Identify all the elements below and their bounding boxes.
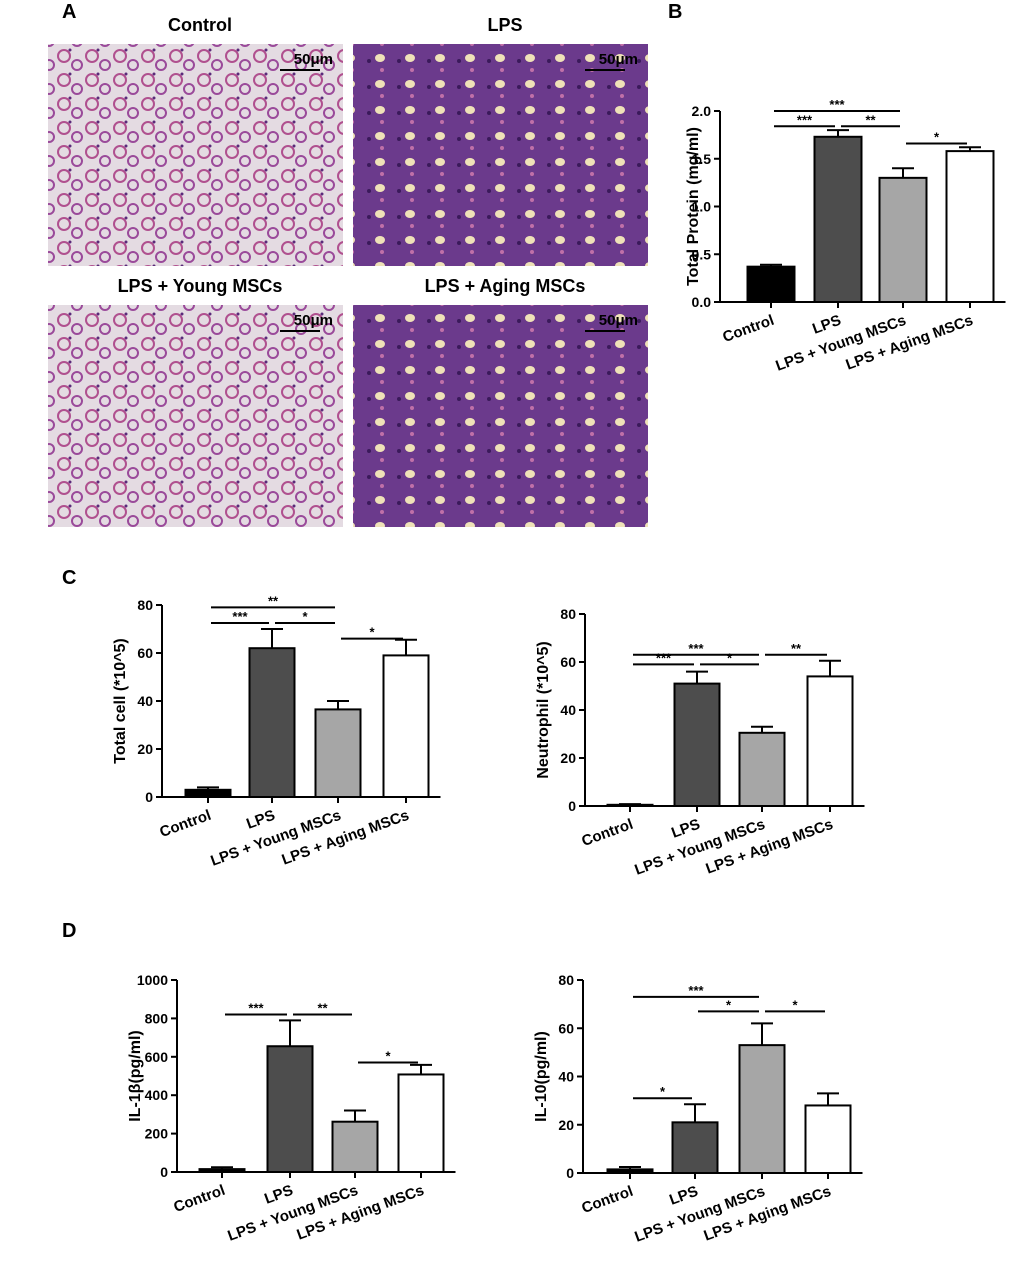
- significance-label: *: [660, 1084, 666, 1099]
- y-tick-label: 0: [160, 1164, 168, 1180]
- y-tick-label: 0: [145, 789, 153, 805]
- y-tick-label: 1.0: [692, 199, 712, 215]
- bar: [671, 1121, 719, 1175]
- x-tick-label: Control: [157, 807, 213, 841]
- y-tick-label: 20: [558, 1117, 574, 1133]
- histology-image: [353, 44, 648, 266]
- y-axis-label: Neutrophil (*10^5): [535, 641, 552, 778]
- x-tick-label: Control: [171, 1182, 227, 1216]
- significance-label: ***: [688, 983, 704, 998]
- panel-label: B: [668, 1, 682, 23]
- x-tick-label: Control: [720, 312, 776, 346]
- y-tick-label: 2.0: [692, 103, 712, 119]
- significance-label: *: [726, 997, 732, 1012]
- bar: [606, 1168, 654, 1174]
- histology-image: [48, 305, 343, 527]
- bar: [198, 1168, 246, 1173]
- y-axis-label: Total Protein (mg/ml): [685, 127, 702, 286]
- histology-image: [353, 305, 648, 527]
- significance-label: ***: [232, 609, 248, 624]
- bar: [606, 803, 654, 807]
- bar: [266, 1045, 314, 1173]
- significance-label: *: [934, 129, 940, 144]
- bar: [248, 647, 296, 799]
- y-axis-label: Total cell (*10^5): [112, 638, 129, 764]
- significance-label: *: [385, 1049, 391, 1064]
- y-tick-label: 80: [560, 606, 576, 622]
- bar: [673, 682, 721, 807]
- significance-label: **: [865, 112, 876, 127]
- x-tick-label: Control: [579, 816, 635, 850]
- significance-label: *: [369, 625, 375, 640]
- bar: [878, 176, 928, 304]
- x-tick-label: LPS: [810, 312, 843, 338]
- x-tick-label: LPS: [667, 1183, 700, 1209]
- bar: [397, 1073, 445, 1173]
- image-title: LPS + Aging MSCs: [425, 276, 586, 296]
- image-title: LPS: [487, 15, 522, 35]
- y-tick-label: 1000: [137, 972, 168, 988]
- image-title: Control: [168, 15, 232, 35]
- scale-label: 50μm: [294, 312, 333, 329]
- bar: [813, 135, 863, 303]
- x-tick-label: Control: [579, 1183, 635, 1217]
- image-title: LPS + Young MSCs: [118, 276, 283, 296]
- bar: [738, 731, 786, 807]
- significance-label: **: [317, 1001, 328, 1016]
- y-tick-label: 1.5: [692, 151, 712, 167]
- y-tick-label: 20: [560, 750, 576, 766]
- y-tick-label: 0: [568, 798, 576, 814]
- panel-label: C: [62, 567, 76, 589]
- bar: [738, 1044, 786, 1174]
- significance-label: **: [791, 641, 802, 656]
- significance-label: *: [302, 609, 308, 624]
- scale-label: 50μm: [599, 312, 638, 329]
- y-tick-label: 40: [560, 702, 576, 718]
- x-tick-label: LPS: [244, 807, 277, 833]
- significance-label: ***: [829, 97, 845, 112]
- y-tick-label: 60: [558, 1020, 574, 1036]
- bar: [382, 654, 430, 799]
- significance-label: ***: [797, 112, 813, 127]
- histology-image: [48, 44, 343, 266]
- y-axis-label: IL-1β(pg/ml): [127, 1030, 144, 1122]
- y-tick-label: 0.5: [692, 246, 712, 262]
- bar: [746, 265, 796, 304]
- y-tick-label: 200: [145, 1126, 169, 1142]
- bar: [184, 788, 232, 798]
- panel-label: D: [62, 920, 76, 942]
- y-tick-label: 40: [558, 1069, 574, 1085]
- scale-label: 50μm: [599, 51, 638, 68]
- bar: [804, 1104, 852, 1174]
- y-tick-label: 80: [137, 597, 153, 613]
- x-tick-label: LPS: [262, 1182, 295, 1208]
- significance-label: **: [268, 593, 279, 608]
- bar: [314, 708, 362, 799]
- bar: [331, 1120, 379, 1174]
- x-tick-label: LPS: [669, 816, 702, 842]
- significance-label: *: [727, 650, 733, 665]
- scale-label: 50μm: [294, 51, 333, 68]
- y-tick-label: 800: [145, 1010, 169, 1026]
- significance-label: *: [792, 997, 798, 1012]
- y-tick-label: 0: [566, 1165, 574, 1181]
- significance-label: ***: [656, 650, 672, 665]
- bar: [945, 150, 995, 303]
- y-tick-label: 80: [558, 972, 574, 988]
- y-axis-label: IL-10(pg/ml): [533, 1031, 550, 1122]
- y-tick-label: 0.0: [692, 294, 712, 310]
- y-tick-label: 60: [137, 645, 153, 661]
- significance-label: ***: [248, 1001, 264, 1016]
- y-tick-label: 20: [137, 741, 153, 757]
- significance-label: ***: [688, 641, 704, 656]
- bar: [806, 675, 854, 808]
- y-tick-label: 40: [137, 693, 153, 709]
- y-tick-label: 400: [145, 1087, 169, 1103]
- panel-label: A: [62, 1, 76, 23]
- y-tick-label: 60: [560, 654, 576, 670]
- y-tick-label: 600: [145, 1049, 169, 1065]
